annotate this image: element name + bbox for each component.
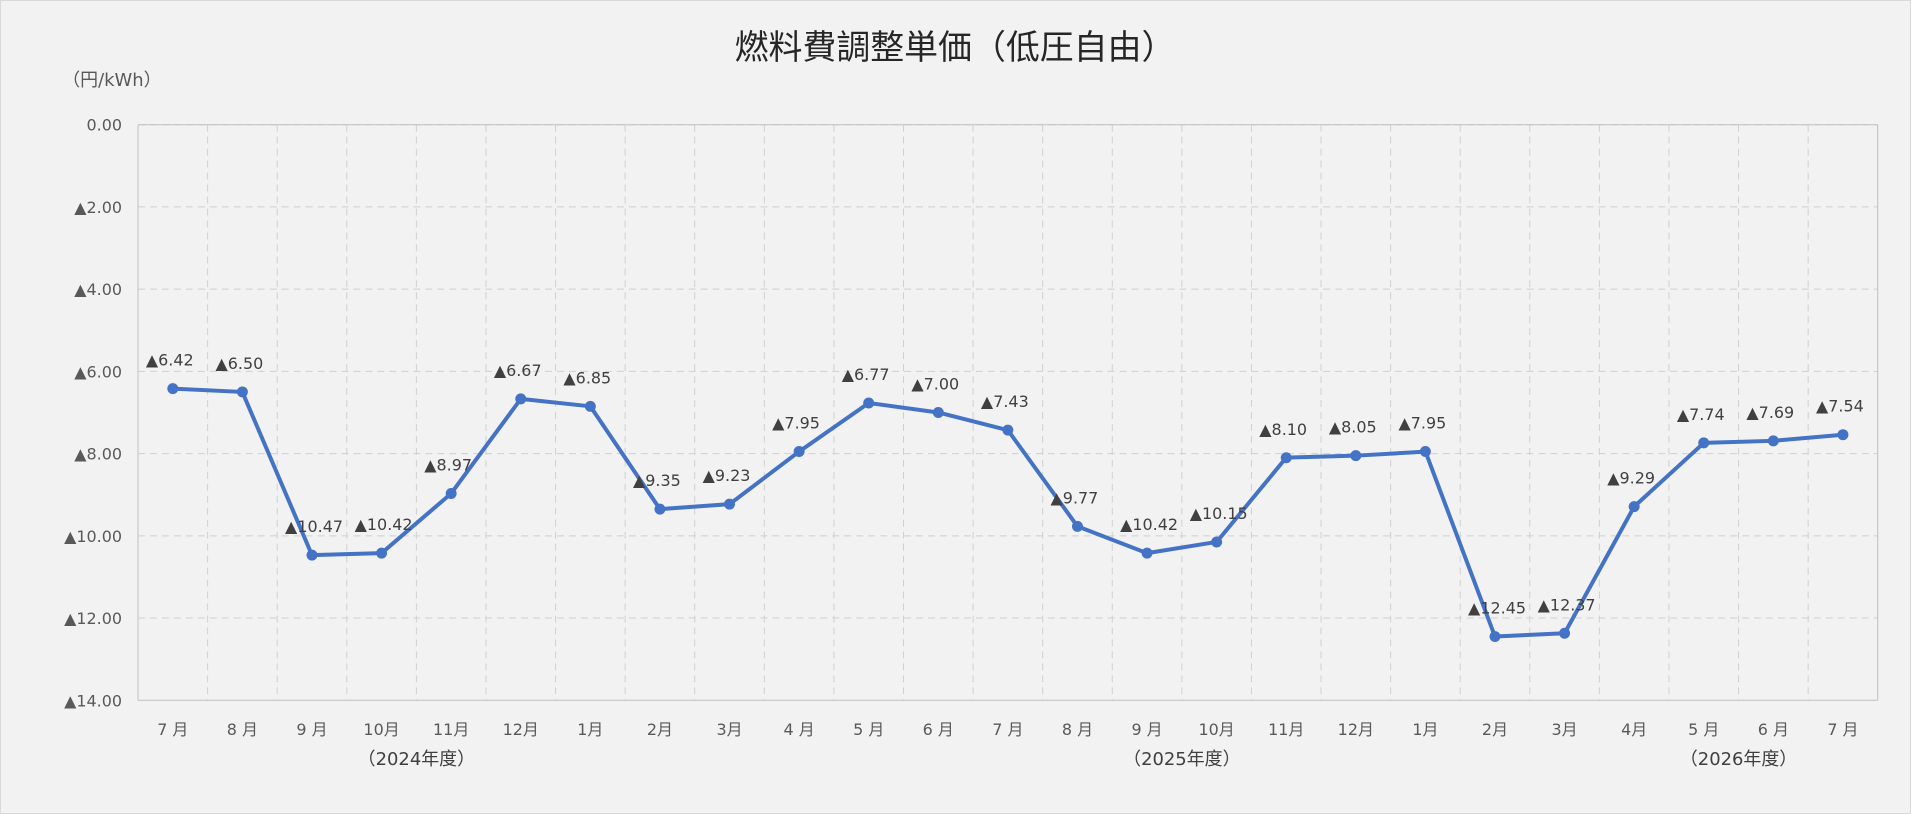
data-label: ▲7.95	[1398, 414, 1446, 433]
data-point	[167, 383, 179, 395]
y-axis-unit-label: （円/kWh）	[62, 70, 161, 91]
y-tick-label: ▲4.00	[74, 280, 122, 299]
data-point	[445, 487, 457, 499]
x-tick-label: 10月	[1199, 720, 1235, 739]
gridlines	[138, 124, 1878, 701]
fiscal-year-label: （2024年度）	[358, 749, 475, 770]
data-point	[1837, 429, 1849, 441]
data-label: ▲7.43	[981, 392, 1029, 411]
x-tick-label: 5 月	[853, 720, 884, 739]
data-point	[236, 386, 248, 398]
data-label: ▲7.00	[911, 375, 959, 394]
y-tick-label: ▲8.00	[74, 445, 122, 464]
data-point	[1141, 547, 1153, 559]
data-label: ▲8.97	[424, 456, 472, 475]
data-point	[1489, 631, 1501, 643]
y-axis-tick-labels: 0.00 ▲2.00 ▲4.00 ▲6.00 ▲8.00 ▲10.00 ▲12.00 ▲14.…	[64, 116, 122, 711]
data-label: ▲10.42	[1120, 515, 1178, 534]
data-point	[1559, 627, 1571, 639]
data-label: ▲7.74	[1677, 405, 1725, 424]
x-tick-label: 8 月	[1062, 720, 1093, 739]
x-tick-label: 6 月	[923, 720, 954, 739]
y-tick-label: 0.00	[87, 116, 123, 135]
data-label: ▲6.42	[146, 351, 194, 370]
data-label: ▲7.69	[1746, 403, 1794, 422]
x-tick-label: 8 月	[227, 720, 258, 739]
data-label: ▲10.47	[285, 517, 343, 536]
axes	[137, 124, 1879, 701]
data-label: ▲8.10	[1259, 420, 1307, 439]
data-point	[306, 549, 318, 561]
data-label: ▲6.85	[563, 368, 611, 387]
data-point	[376, 547, 388, 559]
x-tick-label: 9 月	[1131, 720, 1162, 739]
x-tick-label: 2月	[1482, 720, 1508, 739]
data-label: ▲7.95	[772, 414, 820, 433]
data-label: ▲6.77	[842, 365, 890, 384]
data-point	[1698, 437, 1710, 449]
x-tick-label: 5 月	[1688, 720, 1719, 739]
data-points	[167, 383, 1849, 643]
data-point	[654, 503, 666, 515]
y-tick-label: ▲6.00	[74, 362, 122, 381]
data-label: ▲9.23	[703, 466, 751, 485]
x-tick-label: 2月	[647, 720, 673, 739]
data-label: ▲12.37	[1538, 595, 1596, 614]
x-tick-label: 9 月	[296, 720, 327, 739]
y-tick-label: ▲14.00	[64, 691, 122, 710]
data-point	[515, 393, 527, 405]
data-label: ▲10.42	[355, 515, 413, 534]
data-point	[1419, 446, 1431, 458]
x-tick-label: 11月	[433, 720, 469, 739]
x-tick-label: 12月	[503, 720, 539, 739]
data-point	[1280, 452, 1292, 464]
data-point	[1002, 424, 1014, 436]
data-label: ▲6.50	[215, 354, 263, 373]
data-label: ▲10.15	[1190, 504, 1248, 523]
data-point	[1767, 435, 1779, 447]
x-tick-label: 4月	[1621, 720, 1647, 739]
x-tick-label: 11月	[1268, 720, 1304, 739]
data-label: ▲12.45	[1468, 599, 1526, 618]
x-axis-tick-labels: 7 月 8 月 9 月 10月 11月 12月 1月 2月 3月 4 月 5 月 6 月 7 月 8 月 9…	[157, 720, 1858, 739]
fiscal-year-labels: （2024年度） （2025年度） （2026年度）	[358, 749, 1798, 770]
y-tick-label: ▲12.00	[64, 609, 122, 628]
data-point	[1350, 450, 1362, 462]
data-label: ▲6.67	[494, 361, 542, 380]
data-point	[584, 400, 596, 412]
x-tick-label: 7 月	[992, 720, 1023, 739]
x-tick-label: 7 月	[157, 720, 188, 739]
y-tick-label: ▲2.00	[74, 198, 122, 217]
x-tick-label: 6 月	[1758, 720, 1789, 739]
data-labels: ▲6.42 ▲6.50 ▲10.47 ▲10.42 ▲8.97 ▲6.67 ▲6.85 ▲9.…	[146, 351, 1864, 618]
x-tick-label: 1月	[577, 720, 603, 739]
fiscal-year-label: （2026年度）	[1680, 749, 1797, 770]
data-point	[1211, 536, 1223, 548]
data-label: ▲9.35	[633, 471, 681, 490]
x-tick-label: 3月	[1552, 720, 1578, 739]
chart-title: 燃料費調整単価（低圧自由）	[735, 28, 1176, 67]
y-tick-label: ▲10.00	[64, 527, 122, 546]
data-label: ▲9.77	[1051, 488, 1099, 507]
x-tick-label: 1月	[1412, 720, 1438, 739]
data-point	[793, 446, 805, 458]
data-point	[863, 397, 875, 409]
data-point	[1628, 501, 1640, 513]
data-point	[1071, 520, 1083, 532]
data-label: ▲9.29	[1607, 469, 1655, 488]
data-point	[724, 498, 736, 510]
data-label: ▲8.05	[1329, 418, 1377, 437]
x-tick-label: 3月	[716, 720, 742, 739]
x-tick-label: 4 月	[784, 720, 815, 739]
data-point	[932, 407, 944, 418]
fiscal-year-label: （2025年度）	[1123, 749, 1240, 770]
x-tick-label: 7 月	[1827, 720, 1858, 739]
x-tick-label: 10月	[363, 720, 399, 739]
data-label: ▲7.54	[1816, 397, 1864, 416]
x-tick-label: 12月	[1338, 720, 1374, 739]
